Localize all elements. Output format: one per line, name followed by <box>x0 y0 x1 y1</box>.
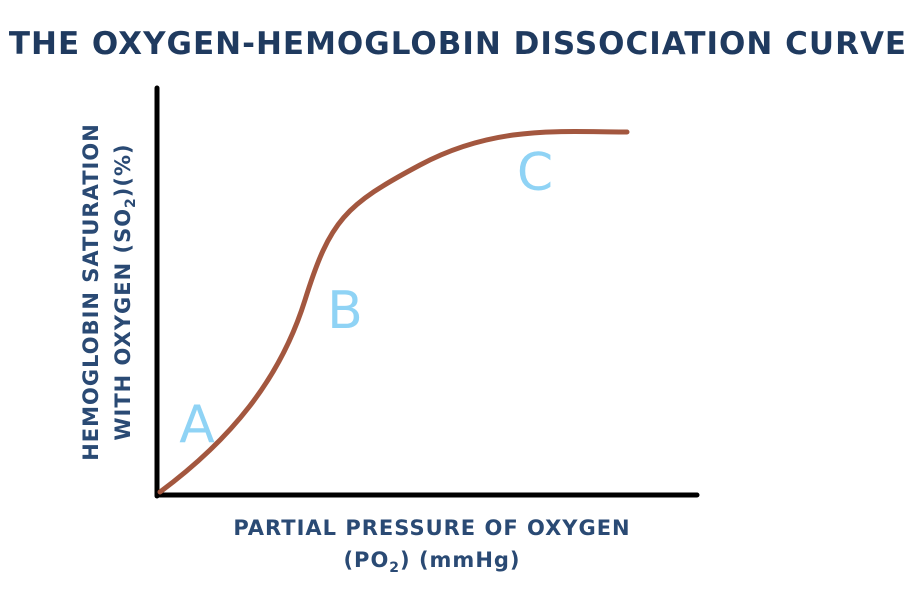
y-axis-label: HEMOGLOBIN SATURATION WITH OXYGEN (SO2)(… <box>79 123 139 461</box>
region-label: C <box>517 143 553 203</box>
x-axis-label-line: PARTIAL PRESSURE OF OXYGEN <box>233 516 630 540</box>
label-text: ) (mmHg) <box>400 548 520 572</box>
x-axis-label-line: (PO2) (mmHg) <box>343 548 520 576</box>
region-label: A <box>179 395 215 455</box>
label-text: (PO <box>343 548 389 572</box>
y-axis-label-line: WITH OXYGEN (SO2)(%) <box>111 143 139 440</box>
label-text: )(%) <box>111 143 135 197</box>
dissociation-curve <box>157 129 630 495</box>
title: THE OXYGEN-HEMOGLOBIN DISSOCIATION CURVE <box>9 26 907 62</box>
subscript: 2 <box>389 560 400 576</box>
subscript: 2 <box>123 197 139 208</box>
region-label: B <box>327 281 363 341</box>
y-axis-label-line: HEMOGLOBIN SATURATION <box>79 123 103 461</box>
label-text: WITH OXYGEN (SO <box>111 208 135 441</box>
